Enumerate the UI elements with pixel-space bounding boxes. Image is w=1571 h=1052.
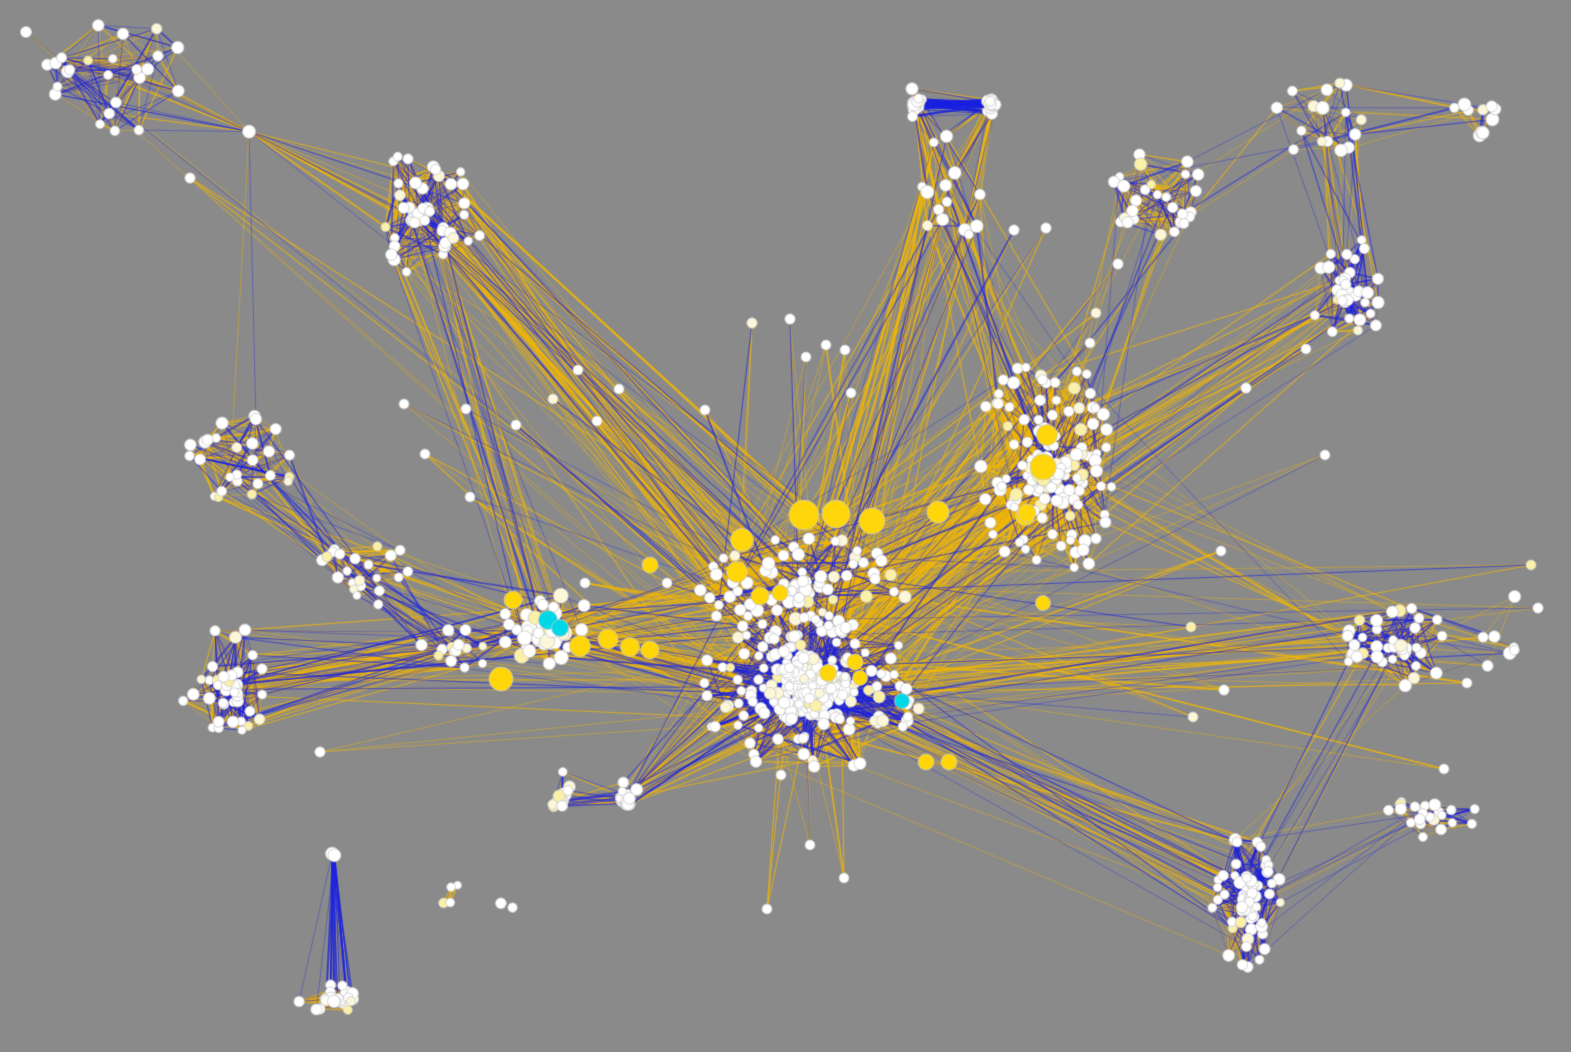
network-graph-visualization[interactable]	[0, 0, 1571, 1052]
network-graph-canvas[interactable]	[0, 0, 1571, 1052]
